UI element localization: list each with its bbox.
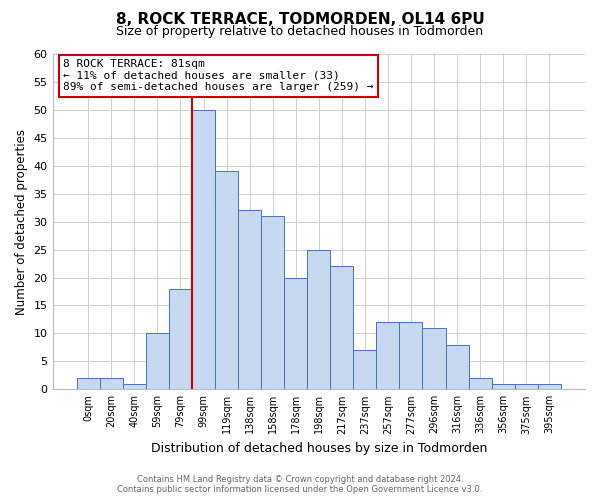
Bar <box>77 378 100 390</box>
Bar <box>100 378 123 390</box>
Bar <box>538 384 561 390</box>
Bar <box>400 322 422 390</box>
Bar <box>330 266 353 390</box>
X-axis label: Distribution of detached houses by size in Todmorden: Distribution of detached houses by size … <box>151 442 487 455</box>
Bar <box>192 110 215 390</box>
Bar <box>353 350 376 390</box>
Text: 8 ROCK TERRACE: 81sqm
← 11% of detached houses are smaller (33)
89% of semi-deta: 8 ROCK TERRACE: 81sqm ← 11% of detached … <box>63 59 374 92</box>
Bar <box>238 210 261 390</box>
Bar <box>307 250 330 390</box>
Text: 8, ROCK TERRACE, TODMORDEN, OL14 6PU: 8, ROCK TERRACE, TODMORDEN, OL14 6PU <box>116 12 484 28</box>
Bar <box>215 172 238 390</box>
Bar <box>515 384 538 390</box>
Bar <box>422 328 446 390</box>
Text: Contains HM Land Registry data © Crown copyright and database right 2024.
Contai: Contains HM Land Registry data © Crown c… <box>118 474 482 494</box>
Bar <box>146 334 169 390</box>
Bar <box>446 344 469 390</box>
Bar <box>469 378 491 390</box>
Text: Size of property relative to detached houses in Todmorden: Size of property relative to detached ho… <box>116 25 484 38</box>
Bar <box>491 384 515 390</box>
Bar <box>123 384 146 390</box>
Bar <box>284 278 307 390</box>
Y-axis label: Number of detached properties: Number of detached properties <box>15 128 28 314</box>
Bar <box>376 322 400 390</box>
Bar <box>261 216 284 390</box>
Bar <box>169 288 192 390</box>
